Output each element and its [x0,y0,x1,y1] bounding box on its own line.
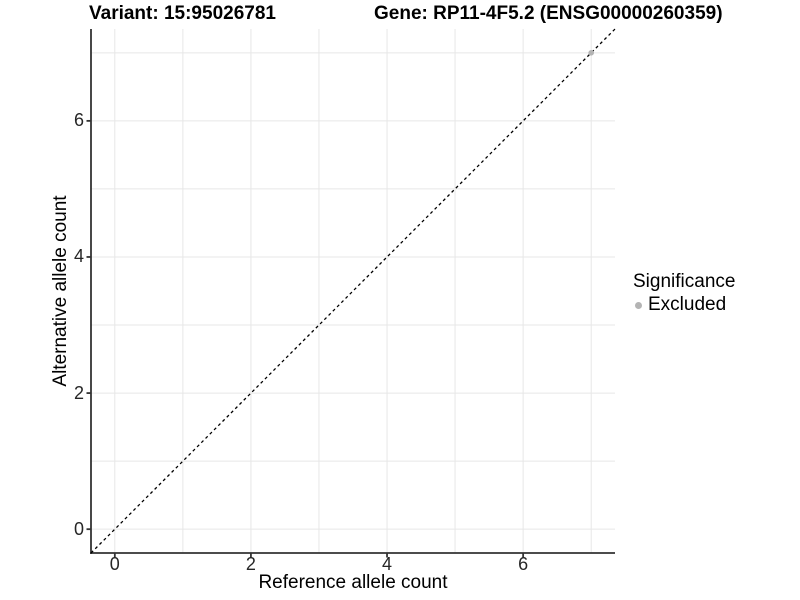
y-axis-title: Alternative allele count [50,195,71,387]
y-tick-label: 4 [73,246,84,267]
x-tick-label: 4 [382,554,393,574]
plot-title-gene: Gene: RP11-4F5.2 (ENSG00000260359) [374,3,723,24]
x-tick-label: 0 [109,554,120,574]
legend-entry-label: Excluded [648,294,727,315]
data-point-excluded [588,50,594,56]
y-tick-label: 0 [73,518,84,539]
legend: Significance Excluded [631,271,735,316]
legend-title: Significance [633,271,736,292]
x-tick-label: 6 [518,554,529,574]
identity-line [90,28,616,554]
excluded-point-icon [635,301,642,309]
x-axis-title: Reference allele count [258,572,448,593]
y-tick-label: 2 [73,382,84,403]
plot-title-variant: Variant: 15:95026781 [89,3,276,24]
legend-entry-excluded: Excluded [631,294,735,316]
y-tick-label: 6 [73,110,84,131]
x-tick-label: 2 [245,554,256,574]
